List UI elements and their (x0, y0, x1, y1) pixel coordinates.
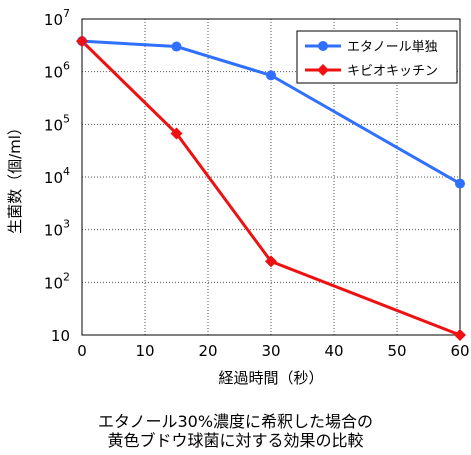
legend-label: エタノール単独 (347, 39, 438, 55)
y-tick-base: 10 (44, 222, 63, 240)
series-markers (76, 35, 466, 341)
x-tick-label: 0 (77, 342, 87, 360)
legend-label: キビオキッチン (347, 64, 438, 79)
y-tick-label: 10 (51, 327, 70, 345)
series-line (80, 40, 461, 337)
x-axis-ticks: 0 10 20 30 40 50 60 (77, 342, 469, 360)
plot-frame (81, 18, 461, 336)
y-tick-label: 107 (44, 7, 70, 29)
data-point (76, 35, 88, 48)
y-tick-label: 103 (44, 218, 70, 240)
x-tick-label: 20 (198, 342, 217, 360)
y-tick-label: 104 (44, 165, 70, 187)
y-tick-base: 10 (44, 64, 63, 82)
series-line (81, 39, 461, 185)
y-tick-base: 10 (44, 11, 63, 29)
data-point (318, 41, 328, 51)
chart-title-line-1: エタノール30%濃度に希釈した場合の (97, 412, 374, 431)
data-point (171, 41, 182, 52)
data-point (265, 255, 277, 268)
data-point (170, 127, 183, 140)
data-point (454, 329, 466, 341)
y-tick-label: 106 (44, 60, 70, 82)
data-point (317, 64, 329, 76)
y-tick-exponent: 6 (63, 60, 70, 73)
data-point (266, 70, 276, 81)
y-tick-base: 10 (44, 274, 63, 292)
x-tick-label: 30 (261, 342, 280, 360)
y-tick-exponent: 4 (63, 165, 70, 178)
x-tick-label: 40 (324, 342, 343, 360)
y-tick-exponent: 7 (63, 7, 70, 20)
y-tick-base: 10 (44, 169, 63, 187)
y-tick-exponent: 3 (63, 218, 70, 231)
y-tick-exponent: 5 (63, 112, 70, 125)
series (81, 39, 461, 185)
y-tick-label: 105 (44, 112, 70, 134)
series-layer (76, 35, 466, 341)
y-tick-base: 10 (44, 116, 63, 134)
y-tick-label: 102 (44, 270, 70, 292)
x-axis-label: 経過時間（秒） (218, 369, 323, 387)
y-axis-label: 生菌数（個/ml） (6, 120, 24, 234)
y-tick-base: 10 (51, 327, 70, 345)
y-tick-exponent: 2 (63, 270, 70, 283)
series (80, 40, 461, 337)
x-tick-label: 60 (450, 342, 469, 360)
data-point (455, 178, 465, 189)
x-tick-label: 10 (135, 342, 154, 360)
x-tick-label: 50 (387, 342, 406, 360)
chart-title-line-2: 黄色ブドウ球菌に対する効果の比較 (107, 431, 364, 450)
